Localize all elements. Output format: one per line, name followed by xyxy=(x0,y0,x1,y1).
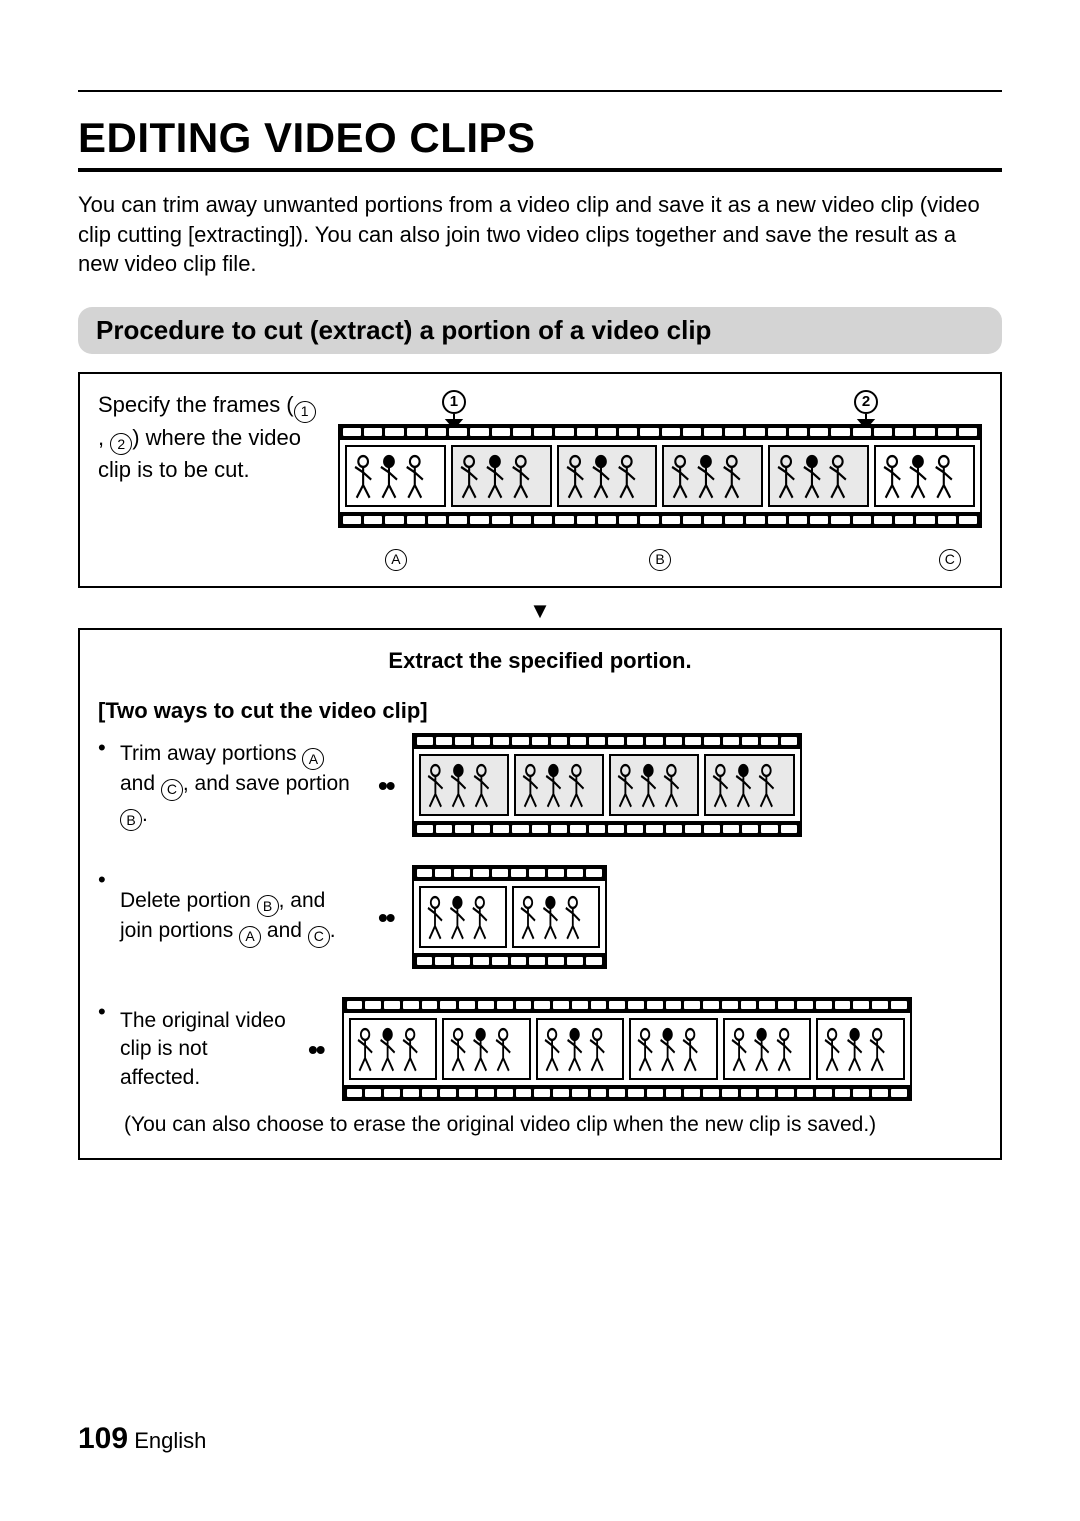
filmstrip-original xyxy=(342,997,912,1101)
bullet-3-text: The original video clip is not affected. xyxy=(120,1007,290,1092)
section-header: Procedure to cut (extract) a portion of … xyxy=(78,307,1002,354)
extract-title: Extract the specified portion. xyxy=(98,646,982,676)
note-text: (You can also choose to erase the origin… xyxy=(98,1111,982,1139)
marker-1-inline: 1 xyxy=(294,401,316,423)
footer: 109 English xyxy=(78,1422,206,1456)
dots-icon: •• xyxy=(378,899,394,937)
intro-text: You can trim away unwanted portions from… xyxy=(78,190,1002,279)
marker-2-circle: 2 xyxy=(854,390,878,414)
bullet-3: The original video clip is not affected.… xyxy=(120,997,982,1101)
label-c-inline: C xyxy=(161,779,183,801)
dots-icon: •• xyxy=(308,1031,324,1069)
two-ways-subhead: [Two ways to cut the video clip] xyxy=(98,696,982,726)
title-rule xyxy=(78,168,1002,172)
arrow-down-icon xyxy=(856,414,876,428)
t-mid: , xyxy=(98,425,110,450)
label-c-inline: C xyxy=(308,926,330,948)
down-triangle-icon: ▼ xyxy=(78,598,1002,624)
bullet-list: Trim away portions A and C, and save por… xyxy=(98,733,982,1101)
label-c: C xyxy=(939,538,961,570)
label-b-inline: B xyxy=(257,895,279,917)
page-title: EDITING VIDEO CLIPS xyxy=(78,114,1002,162)
marker-2: 2 xyxy=(854,390,878,428)
arrow-down-icon xyxy=(444,414,464,428)
label-b: B xyxy=(649,538,671,570)
abc-row: A B C xyxy=(338,538,982,568)
label-a-inline: A xyxy=(239,926,261,948)
top-rule xyxy=(78,90,1002,92)
bullet-2: Delete portion B, and join portions A an… xyxy=(120,865,982,969)
t-suffix: ) where the video clip is to be cut. xyxy=(98,425,301,482)
extract-box: Extract the specified portion. [Two ways… xyxy=(78,628,1002,1160)
specify-frames-box: Specify the frames (1, 2) where the vide… xyxy=(78,372,1002,588)
page-language: English xyxy=(134,1428,206,1453)
filmstrip-main-strip xyxy=(338,424,982,528)
bullet-1: Trim away portions A and C, and save por… xyxy=(120,733,982,837)
page-number: 109 xyxy=(78,1422,128,1455)
specify-frames-text: Specify the frames (1, 2) where the vide… xyxy=(98,390,318,485)
label-b-inline: B xyxy=(120,809,142,831)
label-a-inline: A xyxy=(302,748,324,770)
marker-2-inline: 2 xyxy=(110,433,132,455)
marker-1: 1 xyxy=(442,390,466,428)
filmstrip-result-2 xyxy=(412,865,607,969)
label-a: A xyxy=(385,538,407,570)
filmstrip-main: 1 2 xyxy=(338,390,982,568)
bullet-2-text: Delete portion B, and join portions A an… xyxy=(120,887,360,948)
t-prefix: Specify the frames ( xyxy=(98,392,294,417)
marker-1-circle: 1 xyxy=(442,390,466,414)
filmstrip-result-1 xyxy=(412,733,802,837)
dots-icon: •• xyxy=(378,767,394,805)
bullet-1-text: Trim away portions A and C, and save por… xyxy=(120,740,360,831)
marker-row: 1 2 xyxy=(338,390,982,424)
